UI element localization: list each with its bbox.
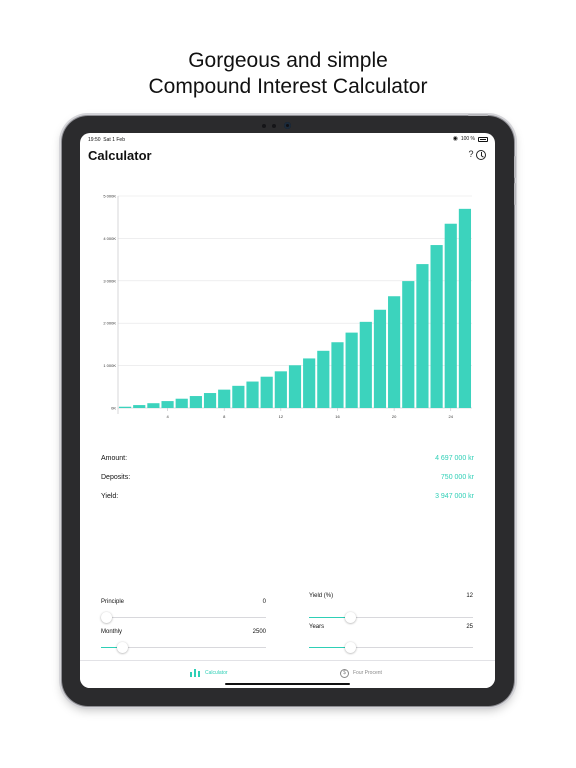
slider-yield-track[interactable] <box>309 612 473 623</box>
summary-value: 750 000 kr <box>440 474 474 481</box>
headline: Gorgeous and simple Compound Interest Ca… <box>0 48 576 100</box>
x-tick-label: 12 <box>279 414 284 419</box>
summary-value: 3 947 000 kr <box>435 493 474 500</box>
slider-monthly-value: 2500 <box>252 629 266 635</box>
front-camera <box>284 122 291 129</box>
sensor-dot <box>262 124 266 128</box>
summary-row: Yield: 3 947 000 kr <box>101 493 474 505</box>
coin-icon: $ <box>340 668 349 678</box>
slider-monthly-track[interactable] <box>101 642 266 653</box>
chart-bar[interactable] <box>218 389 231 408</box>
slider-principle-label: Principle <box>101 599 125 605</box>
chart-bar[interactable] <box>458 208 472 408</box>
summary-label: Deposits: <box>101 474 131 481</box>
chart-bar[interactable] <box>232 385 245 408</box>
slider-years-thumb[interactable] <box>344 642 356 653</box>
y-tick-label: 0K <box>111 406 116 411</box>
volume-down-button <box>514 183 516 205</box>
summary-label: Yield: <box>101 493 119 500</box>
chart-bar[interactable] <box>260 376 273 408</box>
status-indicators: ◉ 100 % <box>453 136 488 142</box>
chart-bar[interactable] <box>317 350 330 408</box>
slider-years-label: Years <box>309 624 325 630</box>
question-icon[interactable]: ? <box>468 149 474 159</box>
tab-calculator[interactable]: Calculator <box>190 667 228 679</box>
battery-icon <box>478 136 488 142</box>
slider-principle-value: 0 <box>262 599 266 605</box>
volume-up-button <box>514 156 516 178</box>
chart-bar[interactable] <box>416 264 429 408</box>
slider-monthly-thumb[interactable] <box>116 642 128 653</box>
y-tick-label: 3 000K <box>103 278 116 283</box>
chart-bar[interactable] <box>288 365 302 408</box>
chart-bar[interactable] <box>373 309 387 408</box>
x-tick-label: 16 <box>335 414 340 419</box>
y-tick-label: 5 000K <box>103 194 116 199</box>
headline-line-2: Compound Interest Calculator <box>148 75 428 98</box>
status-time-text: 19:50 <box>88 137 101 143</box>
chart-bar[interactable] <box>303 358 316 408</box>
slider-years-track[interactable] <box>309 642 473 653</box>
x-tick-label: 8 <box>223 414 226 419</box>
app-screen: 19:50 Sat 1 Feb ◉ 100 % Calculator ? 0K 1… <box>80 133 495 688</box>
chart-bar[interactable] <box>175 398 188 408</box>
status-time: 19:50 Sat 1 Feb <box>88 137 125 143</box>
chart-bar[interactable] <box>388 296 401 408</box>
power-button <box>468 114 488 116</box>
tab-calculator-label: Calculator <box>205 670 228 676</box>
status-bar: 19:50 Sat 1 Feb ◉ 100 % <box>80 133 495 145</box>
slider-principle-track[interactable] <box>100 612 266 623</box>
status-date-text: Sat 1 Feb <box>103 137 125 143</box>
chart-bar[interactable] <box>133 405 146 408</box>
summary-label: Amount: <box>101 455 128 462</box>
wifi-icon: ◉ <box>452 135 458 142</box>
headline-line-1: Gorgeous and simple <box>188 49 388 72</box>
slider-monthly-label: Monthly <box>101 629 123 635</box>
page-title: Calculator <box>88 148 152 163</box>
x-tick-label: 24 <box>449 414 454 419</box>
summary-row: Deposits: 750 000 kr <box>101 474 474 486</box>
bar-chart: 0K 1 000K 2 000K 3 000K 4 000K 5 000K 4 8 12 16 20… <box>103 194 472 419</box>
chart-bar[interactable] <box>402 281 415 408</box>
slider-yield-fill <box>309 617 350 618</box>
summary-value: 4 697 000 kr <box>435 455 474 462</box>
chart-bar[interactable] <box>444 223 457 408</box>
home-indicator <box>225 683 350 685</box>
y-tick-label: 1 000K <box>103 363 116 368</box>
slider-yield-value: 12 <box>466 593 473 599</box>
chart-bar[interactable] <box>274 371 287 408</box>
y-tick-label: 4 000K <box>103 236 116 241</box>
chart-bar[interactable] <box>345 332 358 408</box>
chart-bar[interactable] <box>203 393 217 408</box>
chart-bar[interactable] <box>147 403 160 408</box>
chart-bar[interactable] <box>161 401 174 408</box>
chart-bar[interactable] <box>246 381 259 408</box>
chart-bar[interactable] <box>430 245 443 408</box>
chart-bar[interactable] <box>359 321 372 408</box>
x-tick-label: 20 <box>392 414 397 419</box>
tab-four-procent[interactable]: $ Four Procent <box>340 667 382 679</box>
sensor-dot <box>272 124 276 128</box>
slider-monthly-fill <box>101 647 123 648</box>
chart-bar[interactable] <box>189 396 202 408</box>
summary-row: Amount: 4 697 000 kr <box>101 455 474 467</box>
slider-years-value: 25 <box>466 624 473 630</box>
bar-chart-icon <box>190 669 201 677</box>
x-tick-label: 4 <box>166 414 169 419</box>
slider-yield-label: Yield (%) <box>309 593 334 599</box>
slider-yield-thumb[interactable] <box>344 612 356 623</box>
slider-principle-thumb[interactable] <box>100 612 112 623</box>
tab-four-procent-label: Four Procent <box>353 670 382 676</box>
chart-bar[interactable] <box>331 342 344 408</box>
y-tick-label: 2 000K <box>103 321 116 326</box>
battery-percent: 100 % <box>460 136 475 142</box>
chart-bar[interactable] <box>118 406 132 408</box>
slider-years-fill <box>309 647 350 648</box>
clock-history-icon[interactable] <box>476 150 486 160</box>
